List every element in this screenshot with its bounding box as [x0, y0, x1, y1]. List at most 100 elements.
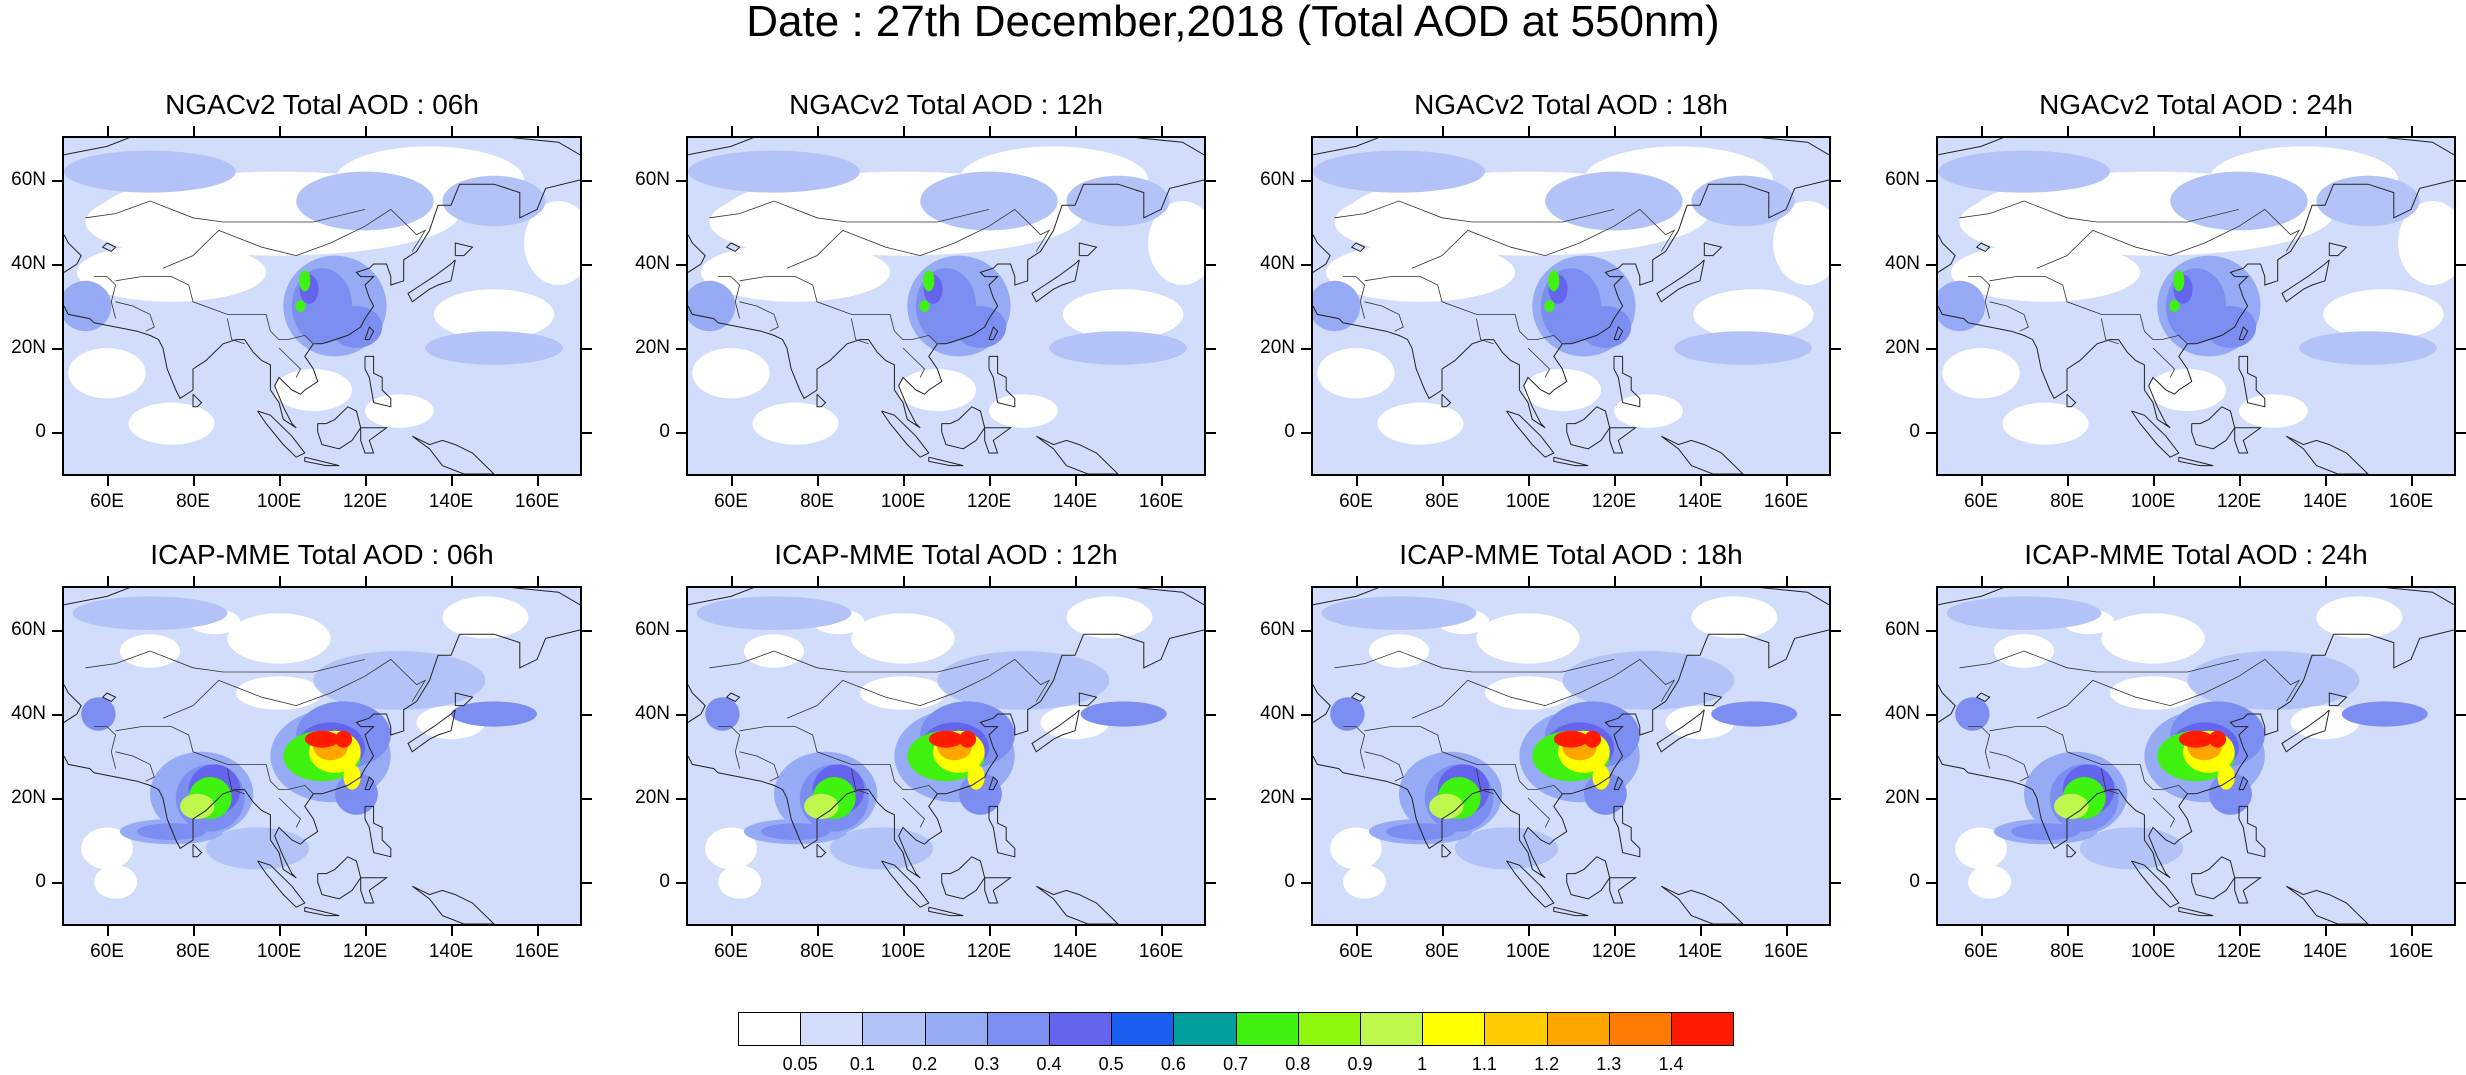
aod-blob [68, 348, 146, 399]
lon-tick [1528, 476, 1530, 486]
panel-title: NGACv2 Total AOD : 12h [789, 89, 1103, 120]
aod-blob [923, 270, 935, 292]
country-border [739, 301, 779, 332]
lon-tick [107, 476, 109, 486]
lon-tick [1786, 126, 1788, 136]
coastline [304, 456, 340, 467]
aod-blob [804, 793, 839, 819]
lat-tick-label: 0 [1284, 421, 1295, 442]
coastline [1036, 435, 1119, 474]
country-border [94, 726, 117, 769]
aod-blob [2316, 175, 2420, 227]
lon-tick-label: 160E [1138, 491, 1184, 512]
coastline [317, 406, 362, 450]
aod-blob [299, 270, 311, 292]
coastline [1506, 860, 1555, 908]
coastline [1938, 179, 2454, 429]
country-border [1411, 208, 1676, 269]
lat-tick [676, 798, 686, 800]
lon-tick [107, 576, 109, 586]
coastline [2066, 393, 2077, 408]
lon-tick-label: 140E [1052, 491, 1098, 512]
coastline [364, 355, 392, 408]
coastline [64, 629, 580, 879]
aod-blob [2169, 300, 2180, 312]
aod-blob [1330, 827, 1382, 870]
lon-tick-label: 60E [90, 491, 124, 512]
lat-tick [676, 630, 686, 632]
aod-field [1313, 138, 1829, 474]
lat-tick [1831, 348, 1841, 350]
aod-blob [2341, 701, 2428, 727]
aod-blob [94, 865, 138, 899]
lon-tick [2325, 476, 2327, 486]
country-border [162, 208, 427, 269]
colorbar-swatch [1297, 1012, 1361, 1046]
aod-blob [2239, 394, 2308, 428]
lon-tick [107, 926, 109, 936]
aod-blob [1946, 596, 2102, 630]
coastline [1313, 138, 1829, 156]
lon-tick-label: 120E [342, 491, 388, 512]
lat-tick [52, 882, 62, 884]
lat-tick-label: 20N [635, 337, 670, 358]
coastline [1506, 410, 1555, 458]
lon-tick [817, 476, 819, 486]
aod-blob [2002, 402, 2089, 445]
lat-tick [1926, 180, 1936, 182]
aod-blob [451, 701, 537, 727]
lat-tick [2456, 348, 2466, 350]
coastline [1938, 588, 2454, 606]
coastline [64, 138, 580, 156]
country-border [1476, 768, 1494, 795]
aod-blob [1544, 300, 1555, 312]
coastline [2281, 259, 2330, 303]
lat-tick-label: 0 [35, 421, 46, 442]
aod-blob [81, 697, 116, 731]
aod-blob [752, 402, 839, 445]
coastline [364, 776, 375, 791]
coastline [941, 856, 986, 900]
aod-blob [365, 394, 434, 428]
aod-blob [937, 651, 1110, 710]
aod-blob [1545, 171, 1683, 231]
colorbar-label: 1 [1417, 1054, 1428, 1074]
coastline [688, 629, 1204, 879]
lat-tick [52, 798, 62, 800]
coastline [412, 885, 495, 924]
coastline [454, 242, 474, 257]
country-border [1364, 726, 1421, 732]
lat-tick [676, 264, 686, 266]
coastline [1975, 242, 1991, 253]
country-border [1527, 347, 1550, 378]
aod-blob [2208, 730, 2227, 748]
country-border [718, 726, 741, 769]
country-border [115, 726, 172, 732]
coastline [816, 393, 827, 408]
lon-tick-label: 120E [1591, 491, 1637, 512]
aod-blob [898, 369, 977, 411]
lon-tick-label: 80E [800, 941, 834, 962]
lon-tick [1442, 926, 1444, 936]
colorbar-swatch [800, 1012, 864, 1046]
lon-tick [2411, 126, 2413, 136]
lon-tick-label: 100E [256, 491, 302, 512]
country-border [115, 751, 155, 782]
lon-tick-label: 120E [1591, 941, 1637, 962]
lon-tick [451, 576, 453, 586]
coastline [1703, 692, 1723, 707]
colorbar-label: 0.3 [974, 1054, 1000, 1074]
aod-blob [954, 306, 1007, 348]
aod-blob [1066, 596, 1153, 639]
aod-blob [928, 730, 964, 748]
panel-title: ICAP-MME Total AOD : 24h [2024, 539, 2368, 570]
coastline [1350, 242, 1366, 253]
aod-blob [1968, 865, 2012, 899]
lat-tick-label: 60N [635, 619, 670, 640]
coastline [941, 406, 986, 450]
country-border [1411, 658, 1676, 719]
lon-tick [2153, 926, 2155, 936]
coastline [64, 234, 82, 273]
coastline [364, 326, 375, 341]
country-border [739, 276, 796, 282]
